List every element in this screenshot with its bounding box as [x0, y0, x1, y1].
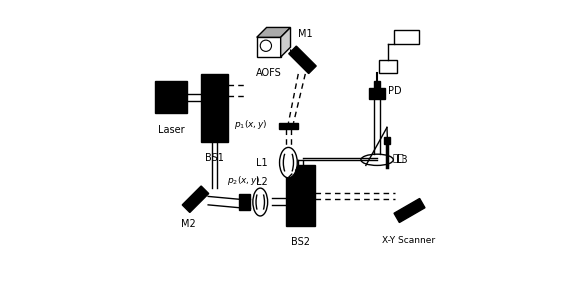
Text: M1: M1 [298, 29, 313, 39]
Text: L1: L1 [255, 158, 267, 168]
Text: BS2: BS2 [291, 237, 310, 247]
Bar [374, 81, 381, 88]
Bar [286, 166, 315, 226]
Text: M2: M2 [181, 219, 196, 229]
Polygon shape [182, 186, 209, 213]
Ellipse shape [280, 147, 297, 178]
Text: $p_2(x,y)$: $p_2(x,y)$ [227, 173, 261, 186]
Text: 物体: 物体 [393, 152, 404, 162]
Bar [378, 60, 397, 72]
Polygon shape [257, 27, 290, 37]
Circle shape [260, 40, 272, 52]
Bar [154, 81, 187, 113]
Ellipse shape [253, 188, 267, 216]
Polygon shape [257, 37, 281, 57]
Text: L2: L2 [256, 177, 267, 186]
Polygon shape [281, 27, 290, 57]
Bar [280, 123, 297, 129]
Bar [394, 30, 420, 44]
Bar [383, 137, 390, 144]
Text: AOFS: AOFS [256, 68, 282, 78]
Text: X-Y Scanner: X-Y Scanner [382, 236, 435, 245]
Polygon shape [394, 198, 425, 222]
Text: L3: L3 [396, 155, 408, 165]
Bar [201, 74, 228, 142]
Bar [369, 88, 385, 99]
Text: PD: PD [388, 86, 401, 96]
Text: BS1: BS1 [205, 153, 224, 163]
Text: Laser: Laser [157, 125, 184, 135]
Polygon shape [289, 46, 316, 74]
Ellipse shape [361, 154, 393, 166]
Text: $p_1(x,y)$: $p_1(x,y)$ [234, 118, 267, 131]
Bar [239, 194, 250, 211]
